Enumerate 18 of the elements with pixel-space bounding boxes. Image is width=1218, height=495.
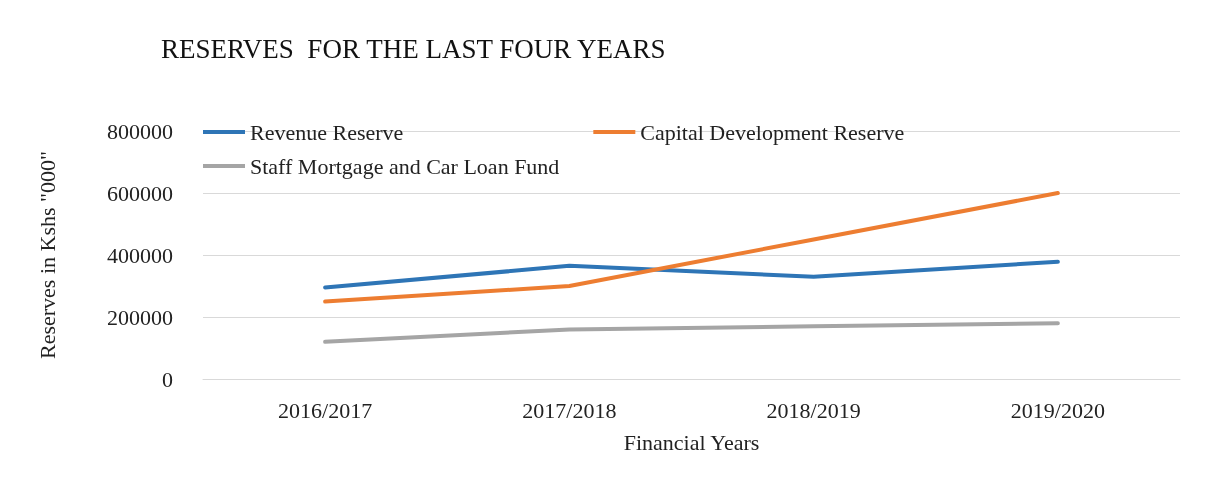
y-tick-label: 600000 [107,180,173,206]
y-tick-label: 400000 [107,242,173,268]
x-tick-label: 2019/2020 [1010,397,1105,423]
legend-label: Capital Development Reserve [640,119,905,145]
y-axis-title: Reserves in Kshs "000" [34,150,60,360]
x-axis-title: Financial Years [623,429,760,455]
legend-label: Staff Mortgage and Car Loan Fund [250,153,560,179]
line-series [323,191,1060,304]
y-tick-label: 0 [162,366,173,392]
y-tick-label: 800000 [107,118,173,144]
x-tick-label: 2018/2019 [766,397,861,423]
x-tick-label: 2016/2017 [278,397,373,423]
line-series [323,321,1060,344]
x-tick-label: 2017/2018 [522,397,617,423]
line-series [323,259,1060,290]
y-tick-label: 200000 [107,304,173,330]
chart-title: RESERVES FOR THE LAST FOUR YEARS [161,33,666,64]
legend-label: Revenue Reserve [250,119,404,145]
